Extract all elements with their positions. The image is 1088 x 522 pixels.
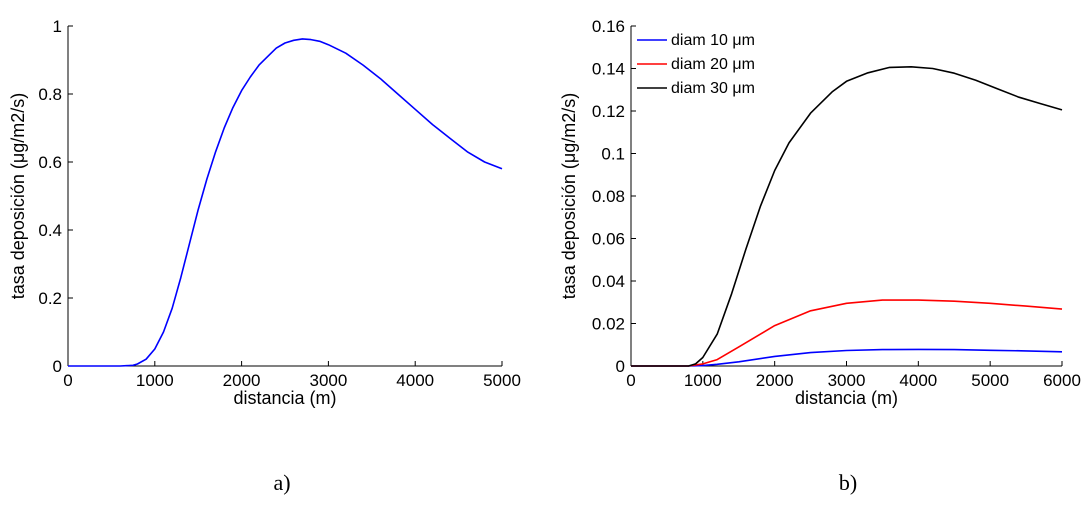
y-tick-label: 0.04 [592,272,625,291]
x-axis-label: distancia (m) [233,388,336,408]
series-line-0 [68,38,503,367]
y-axis-label: tasa deposición (μg/m2/s) [559,93,579,299]
x-tick-label: 5000 [483,371,521,390]
y-tick-label: 0.4 [38,221,62,240]
y-tick-label: 0.12 [592,102,625,121]
series-line-diam-20-m [631,299,1063,367]
legend-label: diam 10 μm [671,32,755,49]
series-line-diam-30-m [631,66,1063,367]
legend-label: diam 20 μm [671,56,755,73]
x-tick-label: 4000 [899,371,937,390]
panel-caption: a) [273,470,290,495]
y-tick-label: 0.1 [601,145,625,164]
series-line-diam-10-m [631,348,1063,367]
y-tick-label: 0.14 [592,60,625,79]
y-tick-label: 0.8 [38,85,62,104]
chart-panel-b: 0 1000 2000 3000 4000 5000 6000 0 0.02 0.04 0.06 0.… [559,17,1081,495]
x-tick-label: 0 [626,371,635,390]
y-tick-label: 0 [616,357,625,376]
y-tick-label: 0.08 [592,187,625,206]
x-tick-label: 2000 [756,371,794,390]
x-tick-label: 3000 [828,371,866,390]
x-tick-label: 1000 [136,371,174,390]
y-tick-label: 0.02 [592,315,625,334]
y-axis-label: tasa deposición (μg/m2/s) [8,93,28,299]
chart-panel-a: 0 1000 2000 3000 4000 5000 0 0.2 0.4 0.6 0.8 1 dista… [8,17,521,495]
x-tick-label: 3000 [309,371,347,390]
y-tick-label: 0.2 [38,289,62,308]
y-tick-label: 0.6 [38,153,62,172]
x-tick-label: 2000 [223,371,261,390]
y-tick-label: 0.16 [592,17,625,36]
legend-label: diam 30 μm [671,80,755,97]
y-tick-label: 0 [53,357,62,376]
x-tick-label: 4000 [396,371,434,390]
x-axis-label: distancia (m) [795,388,898,408]
x-tick-label: 0 [63,371,72,390]
y-tick-label: 1 [53,17,62,36]
x-tick-label: 1000 [684,371,722,390]
x-tick-label: 6000 [1043,371,1081,390]
y-tick-label: 0.06 [592,230,625,249]
x-tick-label: 5000 [971,371,1009,390]
panel-caption: b) [839,470,857,495]
